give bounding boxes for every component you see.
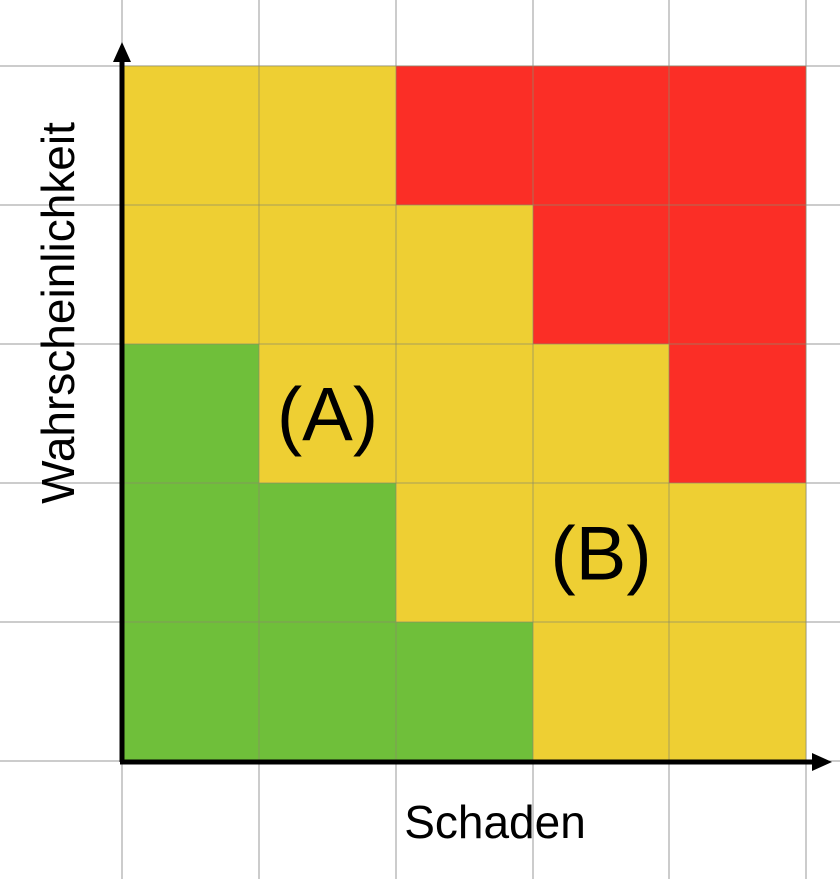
matrix-cell-red — [396, 66, 533, 205]
matrix-cell-red — [669, 344, 806, 483]
x-axis-label: Schaden — [404, 796, 586, 848]
matrix-cell-yellow — [396, 344, 533, 483]
matrix-cell-green — [122, 622, 259, 761]
matrix-cell-yellow — [122, 205, 259, 344]
matrix-cell-yellow — [259, 205, 396, 344]
matrix-cell-green — [122, 344, 259, 483]
matrix-cell-red — [669, 66, 806, 205]
matrix-cell-yellow — [396, 205, 533, 344]
matrix-cell-yellow — [669, 483, 806, 622]
matrix-cell-red — [669, 205, 806, 344]
y-axis-arrowhead — [113, 42, 131, 62]
matrix-cells — [122, 66, 806, 761]
matrix-cell-yellow — [533, 622, 669, 761]
matrix-cell-yellow — [122, 66, 259, 205]
matrix-cell-yellow — [259, 66, 396, 205]
matrix-cell-yellow — [533, 483, 669, 622]
marker-label: (A) — [277, 373, 378, 458]
marker-label: (B) — [550, 512, 651, 597]
matrix-cell-red — [533, 205, 669, 344]
matrix-cell-green — [259, 622, 396, 761]
matrix-markers: (A) (B) — [277, 373, 652, 597]
axes — [113, 42, 832, 771]
matrix-cell-yellow — [533, 344, 669, 483]
matrix-cell-yellow — [396, 483, 533, 622]
matrix-cell-yellow — [259, 344, 396, 483]
y-axis-label: Wahrscheinlichkeit — [32, 122, 84, 504]
matrix-cell-green — [122, 483, 259, 622]
matrix-cell-green — [259, 483, 396, 622]
matrix-cell-yellow — [669, 622, 806, 761]
matrix-cell-red — [533, 66, 669, 205]
x-axis-arrowhead — [812, 753, 832, 771]
matrix-cell-green — [396, 622, 533, 761]
